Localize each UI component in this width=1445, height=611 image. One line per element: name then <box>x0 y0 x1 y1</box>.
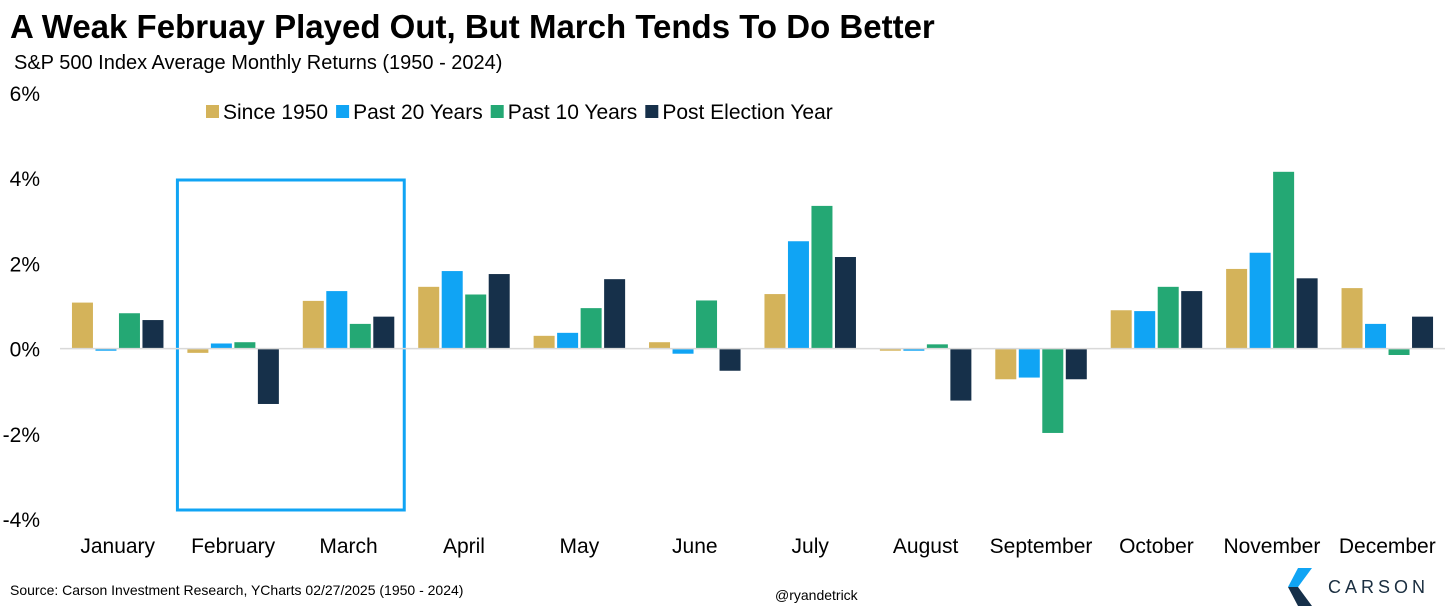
legend: Since 1950 Past 20 Years Past 10 Years Post… <box>206 101 833 124</box>
bar-august-post-election-year <box>950 348 972 401</box>
x-tick-label: March <box>319 535 377 558</box>
bar-october-since-1950 <box>1110 310 1132 349</box>
bar-january-past-10-years <box>118 313 140 349</box>
bar-june-past-10-years <box>696 300 718 349</box>
bar-may-past-20-years <box>557 332 579 349</box>
x-tick-label: June <box>672 535 718 558</box>
y-tick-label: -4% <box>3 509 40 532</box>
bar-august-since-1950 <box>879 348 901 351</box>
carson-chevron-icon <box>1288 568 1312 606</box>
x-tick-label: January <box>80 535 155 558</box>
bar-april-past-10-years <box>465 294 487 349</box>
bar-february-past-20-years <box>210 343 232 349</box>
x-tick-label: December <box>1339 535 1436 558</box>
bar-december-since-1950 <box>1341 288 1363 349</box>
bar-november-past-20-years <box>1249 252 1271 349</box>
legend-label: Past 20 Years <box>353 101 483 124</box>
x-tick-label: May <box>560 535 600 558</box>
y-tick-label: 6% <box>10 83 40 106</box>
bar-july-past-20-years <box>787 241 809 349</box>
bar-june-post-election-year <box>719 348 741 371</box>
bar-august-past-10-years <box>926 344 948 349</box>
bar-november-since-1950 <box>1226 268 1248 349</box>
bars <box>71 171 1434 433</box>
bar-july-post-election-year <box>834 257 856 349</box>
y-tick-label: 0% <box>10 339 40 362</box>
brand-name: CARSON <box>1328 576 1430 597</box>
x-tick-label: November <box>1223 535 1320 558</box>
bar-may-post-election-year <box>604 279 626 349</box>
bar-october-post-election-year <box>1181 291 1203 349</box>
chart-title: A Weak Februay Played Out, But March Ten… <box>10 8 935 45</box>
bar-february-since-1950 <box>187 348 209 353</box>
legend-label: Past 10 Years <box>508 101 638 124</box>
bar-april-past-20-years <box>441 271 463 349</box>
bar-september-past-20-years <box>1018 348 1040 378</box>
x-axis: January February March April May June July Augu… <box>80 535 1435 558</box>
legend-label: Since 1950 <box>223 101 328 124</box>
bar-december-past-20-years <box>1365 323 1387 349</box>
bar-march-past-10-years <box>349 323 371 349</box>
legend-swatch <box>336 105 350 118</box>
bar-july-past-10-years <box>811 205 833 349</box>
bar-march-since-1950 <box>302 300 324 349</box>
highlight-box <box>175 178 406 512</box>
x-tick-label: February <box>191 535 276 558</box>
x-tick-label: April <box>443 535 485 558</box>
y-tick-label: 2% <box>10 253 40 276</box>
bar-january-post-election-year <box>142 320 164 349</box>
y-tick-label: 4% <box>10 168 40 191</box>
bar-january-since-1950 <box>71 302 93 349</box>
x-tick-label: October <box>1119 535 1194 558</box>
legend-swatch <box>206 105 219 118</box>
author-handle: @ryandetrick <box>775 587 858 603</box>
carson-logo: CARSON <box>1288 568 1429 606</box>
x-tick-label: September <box>990 535 1093 558</box>
x-tick-label: July <box>792 535 830 558</box>
bar-october-past-20-years <box>1134 311 1156 349</box>
bar-may-since-1950 <box>533 335 555 349</box>
bar-december-post-election-year <box>1412 316 1434 349</box>
bar-march-post-election-year <box>373 316 395 349</box>
bar-june-past-20-years <box>672 348 694 354</box>
bar-december-past-10-years <box>1388 348 1410 355</box>
bar-september-since-1950 <box>995 348 1017 380</box>
source-note: Source: Carson Investment Research, YCha… <box>10 582 464 598</box>
highlight-layer <box>175 178 406 512</box>
chart-subtitle: S&P 500 Index Average Monthly Returns (1… <box>14 52 503 74</box>
bar-september-post-election-year <box>1065 348 1087 380</box>
bar-june-since-1950 <box>649 342 671 349</box>
legend-swatch <box>645 105 659 118</box>
bar-january-past-20-years <box>95 348 117 351</box>
bar-november-past-10-years <box>1273 171 1295 349</box>
legend-swatch <box>490 105 504 118</box>
x-tick-label: August <box>893 535 959 558</box>
bar-april-post-election-year <box>488 274 510 349</box>
bar-july-since-1950 <box>764 294 786 349</box>
bar-october-past-10-years <box>1157 286 1179 349</box>
bar-november-post-election-year <box>1296 278 1318 349</box>
bar-february-past-10-years <box>234 342 256 349</box>
bar-september-past-10-years <box>1042 348 1064 433</box>
bar-february-post-election-year <box>257 348 279 404</box>
legend-label: Post Election Year <box>662 101 832 124</box>
bar-april-since-1950 <box>418 286 440 349</box>
y-axis: -4% -2% 0% 2% 4% 6% <box>3 83 40 532</box>
y-tick-label: -2% <box>3 424 40 447</box>
bar-august-past-20-years <box>903 348 925 351</box>
bar-march-past-20-years <box>326 291 348 349</box>
bar-may-past-10-years <box>580 308 602 349</box>
